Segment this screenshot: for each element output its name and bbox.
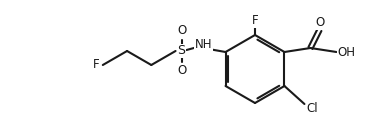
Text: F: F <box>252 14 258 27</box>
Text: OH: OH <box>337 46 355 59</box>
Text: O: O <box>177 64 186 78</box>
Text: Cl: Cl <box>307 103 318 116</box>
Text: O: O <box>316 17 325 30</box>
Text: O: O <box>177 25 186 38</box>
Text: F: F <box>93 59 99 71</box>
Text: NH: NH <box>195 38 212 51</box>
Text: S: S <box>177 44 186 58</box>
